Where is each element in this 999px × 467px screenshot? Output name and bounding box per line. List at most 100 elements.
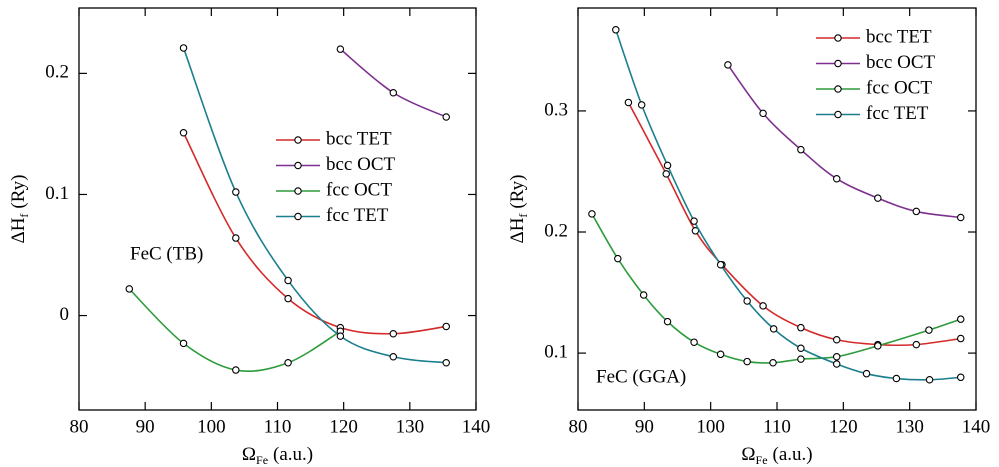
series-line (128, 288, 341, 372)
data-point (442, 359, 450, 367)
data-point (874, 342, 882, 350)
data-point (232, 234, 240, 242)
data-point (716, 260, 725, 269)
data-point (637, 101, 646, 109)
data-point (690, 338, 698, 346)
data-point (797, 323, 805, 332)
x-tick-label: 110 (264, 416, 292, 437)
legend-marker (834, 85, 842, 93)
legend-label: bcc OCT (326, 154, 396, 175)
y-tick-label: 0 (60, 304, 70, 325)
y-label-symbol: ΔH (8, 217, 29, 243)
data-point (956, 373, 965, 382)
data-point (892, 374, 901, 383)
data-point (925, 326, 933, 334)
x-axis-label: ΩFe (a.u.) (741, 444, 812, 466)
data-point (179, 339, 188, 348)
data-point (925, 375, 934, 384)
data-point (797, 355, 805, 363)
series-line (627, 102, 961, 347)
legend-marker (294, 212, 302, 221)
x-label-unit: (a.u.) (273, 444, 313, 465)
x-tick-label: 130 (396, 416, 425, 437)
data-point (690, 217, 698, 225)
data-point (624, 98, 633, 107)
data-point (797, 145, 805, 154)
x-tick-label: 120 (829, 416, 858, 437)
data-point (336, 45, 345, 53)
legend-marker (834, 59, 842, 68)
x-tick-label: 100 (197, 416, 226, 437)
x-tick-label: 80 (70, 416, 89, 437)
data-point (284, 359, 292, 367)
data-point (389, 89, 398, 97)
y-label-unit: (Ry) (507, 174, 528, 208)
data-point (832, 360, 841, 368)
x-tick-label: 100 (696, 416, 725, 437)
x-label-symbol: Ω (741, 444, 755, 465)
data-point (442, 322, 450, 331)
data-point (724, 61, 732, 69)
legend-label: bcc TET (326, 128, 392, 149)
data-point (832, 352, 841, 361)
data-point (614, 254, 622, 263)
x-label-sub: Fe (756, 453, 768, 467)
legend-marker (834, 110, 842, 119)
y-tick-label: 0.3 (544, 99, 568, 120)
data-point (662, 170, 670, 178)
x-tick-label: 90 (136, 416, 155, 437)
data-point (832, 336, 841, 344)
legend-label: fcc TET (326, 205, 389, 226)
data-point (639, 291, 648, 299)
y-label-symbol: ΔH (507, 217, 528, 243)
data-point (232, 188, 240, 196)
x-tick-label: 140 (962, 416, 991, 437)
legend-label: bcc TET (866, 26, 932, 47)
legend-marker (294, 161, 302, 170)
data-point (912, 340, 921, 349)
plot-frame (78, 7, 477, 411)
y-tick-label: 0.1 (45, 183, 69, 204)
series-line (182, 132, 447, 335)
y-tick-label: 0.1 (544, 341, 568, 362)
data-point (862, 369, 871, 378)
x-label-unit: (a.u.) (773, 444, 813, 465)
x-tick-label: 140 (462, 416, 491, 437)
data-point (912, 207, 921, 216)
y-label-unit: (Ry) (8, 174, 29, 208)
legend-marker (834, 34, 842, 42)
x-tick-label: 90 (635, 416, 654, 437)
annotation: FeC (TB) (130, 243, 203, 264)
x-label-symbol: Ω (242, 444, 256, 465)
legend-label: bcc OCT (866, 52, 936, 73)
data-point (336, 332, 345, 340)
y-tick-label: 0.2 (45, 62, 69, 83)
data-point (956, 213, 965, 222)
data-point (612, 26, 620, 34)
y-axis-label: ΔHf (Ry) (8, 174, 30, 243)
data-point (663, 317, 672, 326)
legend-marker (294, 136, 302, 144)
legend-label: fcc OCT (866, 77, 932, 98)
data-point (284, 294, 292, 303)
x-tick-label: 110 (763, 416, 791, 437)
y-tick-label: 0.2 (544, 220, 568, 241)
data-point (716, 350, 725, 359)
data-point (663, 161, 672, 170)
data-point (797, 344, 805, 352)
data-point (956, 334, 965, 343)
data-point (832, 174, 841, 183)
data-point (769, 325, 778, 333)
x-tick-label: 80 (569, 416, 588, 437)
data-point (769, 359, 777, 367)
y-axis-label: ΔHf (Ry) (507, 174, 529, 243)
panel: 80 90 100 110 120 130 140 0 0.1 0.2 ΩFe (a.u.) ΔHf (R… (8, 7, 491, 467)
series-line (182, 47, 447, 364)
data-point (389, 352, 398, 361)
x-tick-label: 130 (895, 416, 924, 437)
x-axis-label: ΩFe (a.u.) (242, 444, 313, 466)
data-point (389, 329, 398, 338)
series-line (591, 213, 962, 364)
